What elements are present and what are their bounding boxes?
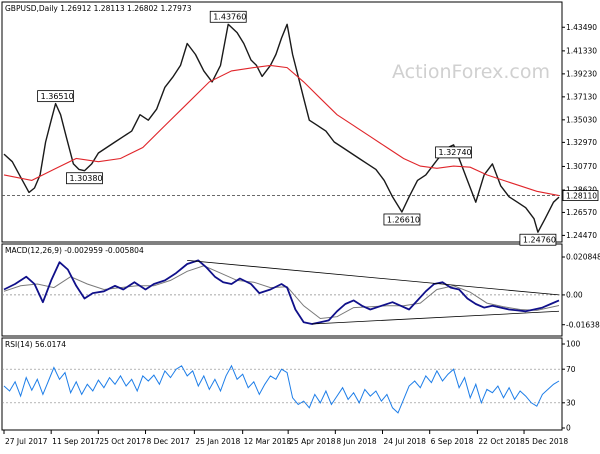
x-tick-label: 27 Jul 2017: [5, 437, 48, 446]
x-tick-label: 12 Mar 2018: [244, 437, 292, 446]
price-y-tick-label: 1.43490: [566, 23, 597, 32]
macd-y-tick-label: -0.016389: [566, 320, 600, 329]
x-tick-label: 22 Oct 2018: [478, 437, 525, 446]
x-tick-label: 25 Jan 2018: [195, 437, 240, 446]
macd-y-tick-label: 0.020848: [566, 253, 600, 262]
macd-series: [3, 259, 560, 325]
price-layer: 1.43490 1.41330 1.39230 1.37130 1.35030 1.329…: [2, 10, 599, 246]
annotation-box: [66, 172, 103, 185]
annotation-box: [383, 213, 421, 226]
annotation-box: [519, 233, 557, 246]
rsi-y-tick-label: 100: [566, 340, 581, 349]
price-panel-frame: [1, 1, 563, 243]
price-y-tick-label: 1.30770: [566, 162, 597, 171]
macd-panel-header: MACD(12,26,9) -0.002959 -0.005804: [5, 246, 144, 255]
current-price-label: 1.28110: [566, 191, 597, 200]
rsi-panel-header: RSI(14) 56.0174: [5, 340, 66, 349]
x-tick-label: 6 Sep 2018: [431, 437, 474, 446]
macd-trendline: [187, 259, 560, 296]
rsi-panel-frame: [1, 337, 563, 431]
annotation-label: 1.43760: [213, 13, 246, 22]
annotation-box: [37, 90, 75, 103]
moving-average-series: [3, 64, 560, 197]
macd-signal-series: [3, 265, 560, 320]
current-price-tag: [562, 190, 599, 201]
x-tick-label: 11 Sep 2017: [52, 437, 100, 446]
price-y-tick-label: 1.35030: [566, 115, 597, 124]
x-tick-label: 25 Apr 2018: [289, 437, 336, 446]
x-tick-label: 24 Jul 2018: [384, 437, 427, 446]
annotation-box: [209, 10, 247, 23]
annotation-label: 1.36510: [41, 92, 74, 101]
x-tick-label: 8 Jun 2018: [336, 437, 377, 446]
x-tick-label: 5 Dec 2018: [525, 437, 568, 446]
annotation-label: 1.26610: [387, 215, 420, 224]
macd-y-tick-label: 0.00: [566, 291, 583, 300]
price-y-tick-label: 1.24470: [566, 231, 597, 240]
rsi-y-tick-label: 0: [566, 424, 571, 433]
macd-trendline: [312, 310, 560, 325]
annotation-label: 1.32740: [439, 148, 472, 157]
price-series: [3, 23, 560, 233]
macd-layer: 0.020848 0.00 -0.016389: [2, 253, 600, 329]
price-y-tick-label: 1.41330: [566, 46, 597, 55]
annotation-label: 1.30380: [69, 174, 102, 183]
x-tick-label: 8 Dec 2017: [147, 437, 190, 446]
x-axis: 27 Jul 2017 11 Sep 2017 25 Oct 2017 8 Dec 2…: [3, 430, 568, 446]
rsi-series: [3, 364, 560, 414]
macd-panel-frame: [1, 243, 563, 337]
price-y-tick-label: 1.37130: [566, 92, 597, 101]
watermark: ActionForex.com: [392, 61, 550, 83]
price-y-tick-label: 1.26570: [566, 208, 597, 217]
annotation-box: [435, 146, 472, 159]
rsi-y-tick-label: 30: [566, 398, 576, 407]
annotation-label: 1.24760: [523, 236, 556, 245]
rsi-layer: 100 70 30 0: [2, 340, 581, 433]
price-y-tick-label: 1.28620: [566, 186, 597, 195]
rsi-y-tick-label: 70: [566, 365, 576, 374]
price-panel-header: GBPUSD,Daily 1.26912 1.28113 1.26802 1.2…: [5, 4, 192, 13]
price-y-tick-label: 1.39230: [566, 69, 597, 78]
x-tick-label: 25 Oct 2017: [99, 437, 146, 446]
price-y-tick-label: 1.32970: [566, 138, 597, 147]
